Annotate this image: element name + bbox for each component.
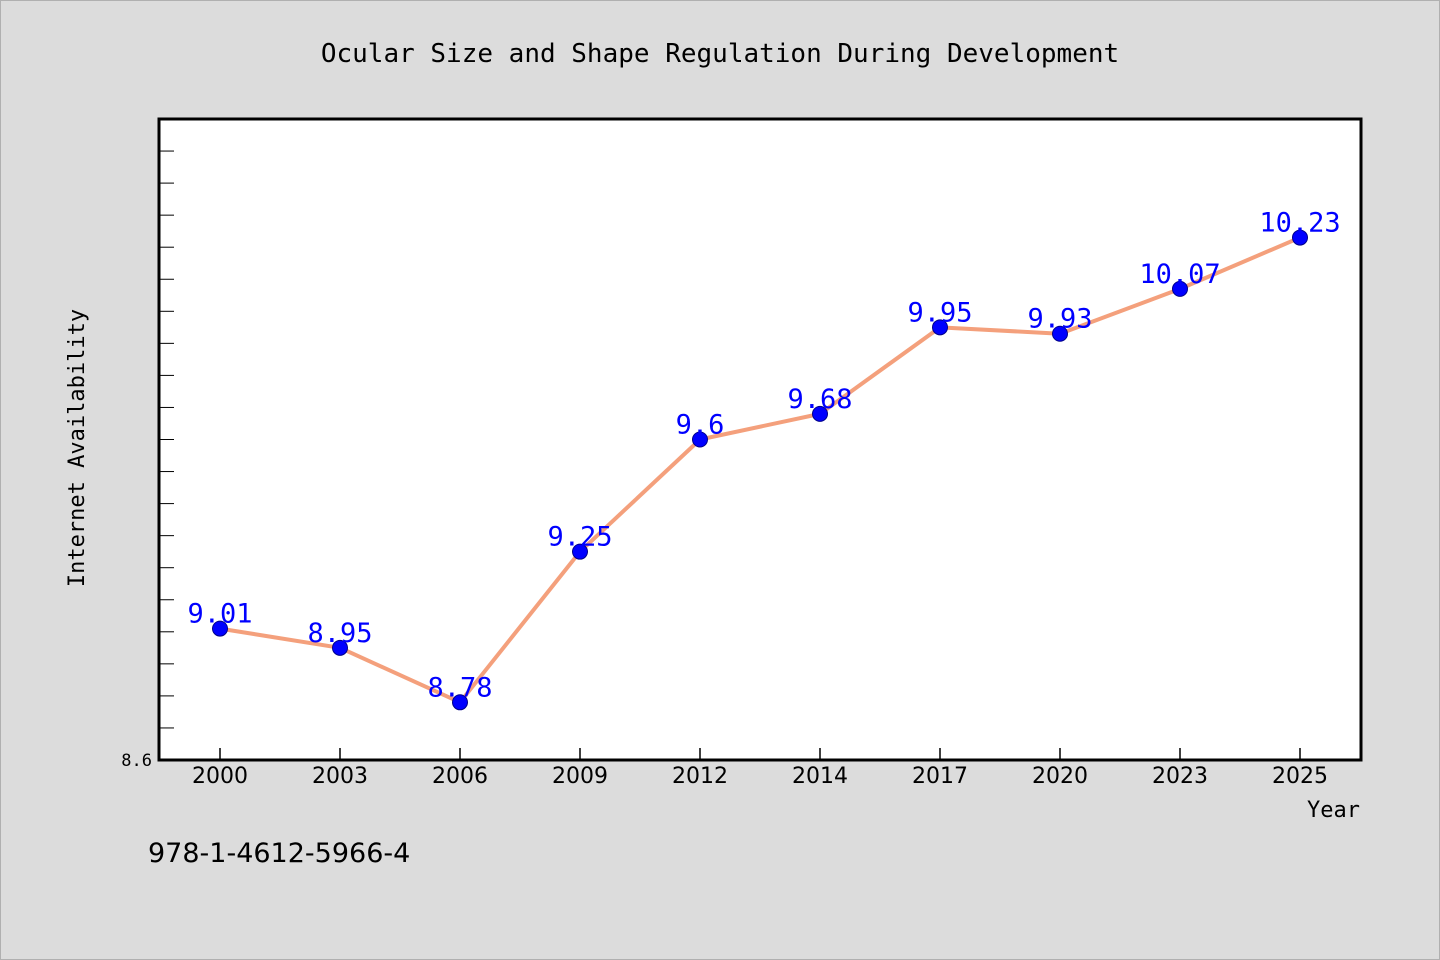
isbn-footer-text: 978-1-4612-5966-4 xyxy=(148,838,410,869)
data-label: 8.95 xyxy=(307,618,372,649)
x-tick-label: 2003 xyxy=(312,764,368,789)
data-label: 9.25 xyxy=(547,522,612,553)
data-point xyxy=(812,405,828,422)
y-axis-label: Internet Availability xyxy=(65,309,90,587)
x-axis-ticks xyxy=(219,748,1301,760)
data-label: 9.68 xyxy=(787,384,852,415)
x-tick-label: 2014 xyxy=(792,764,848,789)
y-tick-label-min: 8.6 xyxy=(121,751,152,771)
data-point xyxy=(692,431,708,448)
x-tick-labels: 2000 2003 2006 2009 2012 2014 2017 2020 2023 2025 xyxy=(192,764,1328,789)
chart-title: Ocular Size and Shape Regulation During … xyxy=(321,39,1119,69)
data-label: 9.6 xyxy=(676,410,725,441)
data-point xyxy=(572,543,588,560)
data-label: 8.78 xyxy=(427,672,492,703)
x-axis-label: Year xyxy=(1307,798,1360,823)
series-line xyxy=(218,235,1302,705)
x-tick-label: 2023 xyxy=(1152,764,1208,789)
data-point xyxy=(452,694,468,711)
data-point xyxy=(1292,229,1308,246)
data-labels: 9.01 8.95 8.78 9.25 9.6 9.68 9.95 9.93 10.07 10.2… xyxy=(187,208,1340,704)
x-tick-label: 2009 xyxy=(552,764,608,789)
data-label: 9.01 xyxy=(187,599,252,630)
x-tick-label: 2006 xyxy=(432,764,488,789)
data-label: 10.07 xyxy=(1139,259,1220,290)
data-point xyxy=(212,620,228,637)
data-label: 9.95 xyxy=(907,297,972,328)
plot-area xyxy=(157,117,1363,762)
x-tick-label: 2017 xyxy=(912,764,968,789)
y-axis-ticks xyxy=(159,150,174,729)
series-markers xyxy=(212,229,1308,711)
data-point xyxy=(932,319,948,336)
data-point xyxy=(332,639,348,656)
data-label: 10.23 xyxy=(1259,208,1340,239)
x-tick-label: 2020 xyxy=(1032,764,1088,789)
x-tick-label: 2025 xyxy=(1272,764,1328,789)
x-tick-label: 2000 xyxy=(192,764,248,789)
data-point xyxy=(1172,280,1188,297)
data-point xyxy=(1052,325,1068,342)
data-label: 9.93 xyxy=(1027,304,1092,335)
x-tick-label: 2012 xyxy=(672,764,728,789)
